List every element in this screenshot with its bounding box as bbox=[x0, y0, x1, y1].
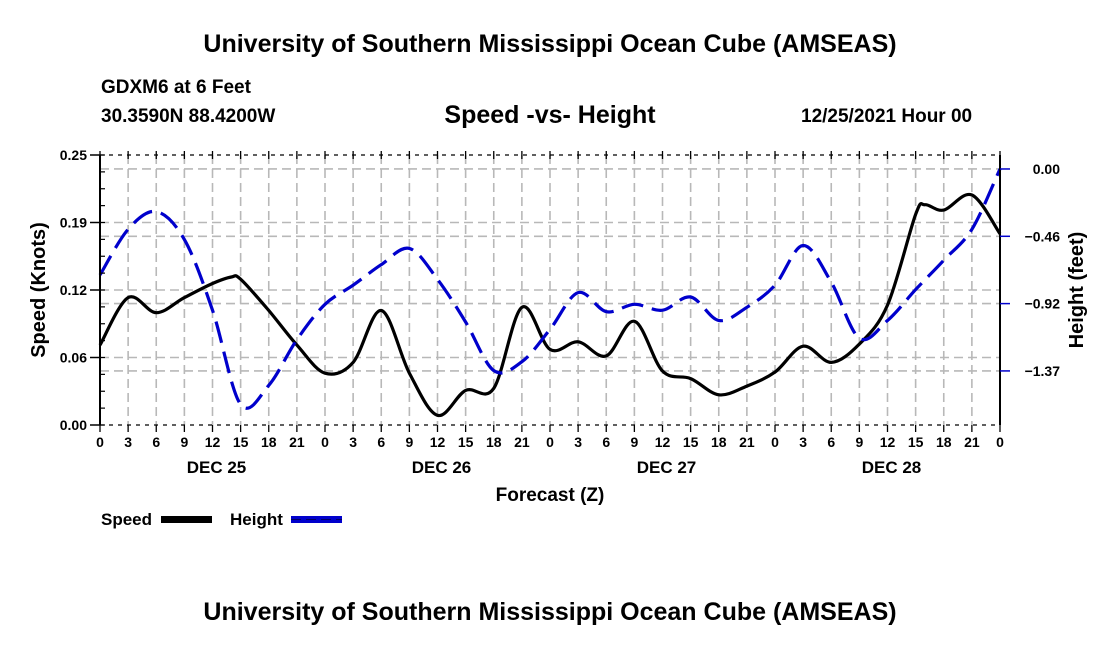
axes bbox=[90, 151, 1010, 432]
x-tick-label: 15 bbox=[683, 434, 699, 450]
date-stamp: 12/25/2021 Hour 00 bbox=[801, 106, 973, 127]
y-tick-label: 0.12 bbox=[60, 282, 87, 298]
grid-lines bbox=[100, 155, 1000, 425]
x-tick-label: 21 bbox=[289, 434, 305, 450]
x-tick-label: 15 bbox=[908, 434, 924, 450]
series-layer bbox=[98, 168, 1002, 417]
y-tick-label: 0.25 bbox=[60, 147, 87, 163]
y2-tick-label: −0.46 bbox=[1025, 228, 1061, 244]
y2-tick-label: −1.37 bbox=[1025, 363, 1061, 379]
day-label: DEC 25 bbox=[187, 458, 247, 477]
legend-label-speed: Speed bbox=[101, 510, 152, 529]
legend-swatch-speed bbox=[161, 516, 212, 523]
x-tick-label: 6 bbox=[827, 434, 835, 450]
x-tick-label: 0 bbox=[96, 434, 104, 450]
legend-label-height: Height bbox=[230, 510, 283, 529]
footer-title: University of Southern Mississippi Ocean… bbox=[203, 598, 897, 626]
x-tick-label: 18 bbox=[486, 434, 502, 450]
y-tick-label: 0.00 bbox=[60, 417, 87, 433]
day-label: DEC 27 bbox=[637, 458, 697, 477]
day-label: DEC 28 bbox=[862, 458, 922, 477]
x-tick-label: 18 bbox=[711, 434, 727, 450]
y-tick-label: 0.19 bbox=[60, 215, 87, 231]
y2-tick-label: 0.00 bbox=[1033, 161, 1060, 177]
chart-title: Speed -vs- Height bbox=[444, 101, 656, 129]
x-tick-label: 3 bbox=[799, 434, 807, 450]
x-tick-label: 3 bbox=[124, 434, 132, 450]
x-tick-label: 0 bbox=[321, 434, 329, 450]
legend: Speed Height bbox=[101, 510, 342, 529]
y2-tick-label: −0.92 bbox=[1025, 296, 1061, 312]
series-line-height bbox=[98, 168, 1002, 410]
series-line-speed bbox=[98, 192, 1002, 417]
x-tick-label: 6 bbox=[377, 434, 385, 450]
x-tick-label: 15 bbox=[233, 434, 249, 450]
x-tick-label: 9 bbox=[180, 434, 188, 450]
y-tick-label: 0.06 bbox=[60, 350, 87, 366]
x-tick-label: 0 bbox=[771, 434, 779, 450]
x-tick-label: 21 bbox=[514, 434, 530, 450]
y2-axis-title: Height (feet) bbox=[1066, 232, 1088, 349]
axis-labels: 0.00 0.06 0.12 0.19 0.25 0.00 −0.46 −0.92 −1.37 0… bbox=[28, 147, 1088, 506]
x-axis-title: Forecast (Z) bbox=[496, 485, 605, 506]
x-tick-label: 12 bbox=[205, 434, 221, 450]
x-tick-label: 9 bbox=[405, 434, 413, 450]
x-tick-label: 18 bbox=[936, 434, 952, 450]
x-tick-label: 9 bbox=[630, 434, 638, 450]
day-label: DEC 26 bbox=[412, 458, 472, 477]
y-axis-title: Speed (Knots) bbox=[28, 222, 50, 358]
coordinates-label: 30.3590N 88.4200W bbox=[101, 106, 276, 127]
x-tick-label: 0 bbox=[996, 434, 1004, 450]
x-tick-label: 3 bbox=[574, 434, 582, 450]
x-tick-label: 12 bbox=[430, 434, 446, 450]
station-label: GDXM6 at 6 Feet bbox=[101, 77, 251, 98]
x-tick-label: 21 bbox=[739, 434, 755, 450]
x-tick-label: 15 bbox=[458, 434, 474, 450]
x-tick-label: 12 bbox=[655, 434, 671, 450]
x-tick-label: 6 bbox=[152, 434, 160, 450]
x-tick-label: 3 bbox=[349, 434, 357, 450]
x-tick-label: 0 bbox=[546, 434, 554, 450]
legend-swatch-height bbox=[291, 516, 342, 523]
main-title: University of Southern Mississippi Ocean… bbox=[203, 30, 897, 58]
x-tick-label: 21 bbox=[964, 434, 980, 450]
x-tick-label: 6 bbox=[602, 434, 610, 450]
x-tick-label: 9 bbox=[855, 434, 863, 450]
x-tick-label: 12 bbox=[880, 434, 896, 450]
x-tick-label: 18 bbox=[261, 434, 277, 450]
